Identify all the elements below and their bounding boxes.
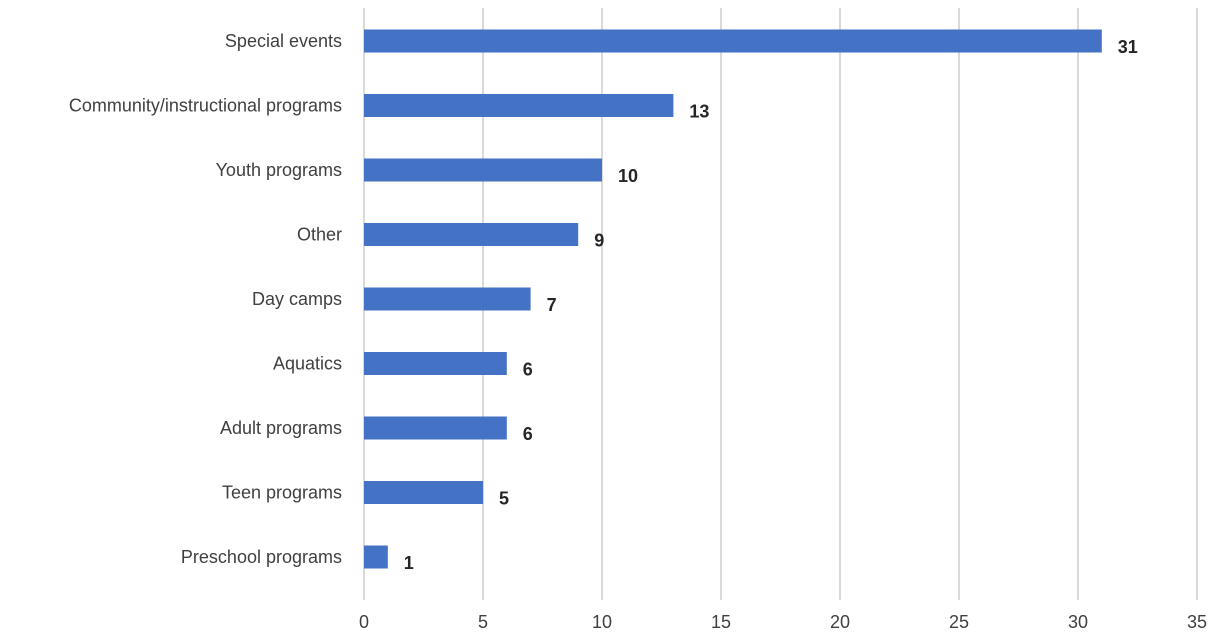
bar [364, 287, 531, 311]
bar [364, 94, 674, 117]
category-label: Aquatics [273, 354, 342, 374]
data-labels: 31 13 10 9 7 6 6 5 1 [404, 37, 1138, 573]
x-tick-label: 35 [1187, 612, 1207, 632]
x-tick-label: 0 [359, 612, 369, 632]
x-axis-tick-labels: 0 5 10 15 20 25 30 35 [359, 612, 1207, 632]
data-label: 6 [523, 424, 533, 444]
bar [364, 29, 1102, 53]
data-label: 10 [618, 166, 638, 186]
bar [364, 545, 388, 569]
data-label: 13 [689, 102, 709, 122]
bar [364, 352, 507, 375]
bars [364, 29, 1102, 569]
data-label: 1 [404, 553, 414, 573]
x-tick-label: 25 [949, 612, 969, 632]
category-labels: Special events Community/instructional pr… [69, 31, 342, 567]
bar [364, 416, 507, 440]
data-label: 6 [523, 360, 533, 380]
category-label: Special events [225, 31, 342, 51]
x-tick-label: 20 [830, 612, 850, 632]
category-label: Other [297, 225, 342, 245]
category-label: Adult programs [220, 418, 342, 438]
x-tick-label: 15 [711, 612, 731, 632]
x-tick-label: 30 [1068, 612, 1088, 632]
x-tick-label: 10 [592, 612, 612, 632]
category-label: Preschool programs [181, 547, 342, 567]
bar [364, 158, 602, 182]
data-label: 9 [594, 231, 604, 251]
bar [364, 223, 579, 246]
data-label: 31 [1118, 37, 1138, 57]
x-tick-label: 5 [478, 612, 488, 632]
category-label: Day camps [252, 289, 342, 309]
data-label: 5 [499, 489, 509, 509]
category-label: Youth programs [216, 160, 342, 180]
category-label: Teen programs [222, 483, 342, 503]
bar [364, 481, 483, 504]
category-label: Community/instructional programs [69, 96, 342, 116]
data-label: 7 [547, 295, 557, 315]
